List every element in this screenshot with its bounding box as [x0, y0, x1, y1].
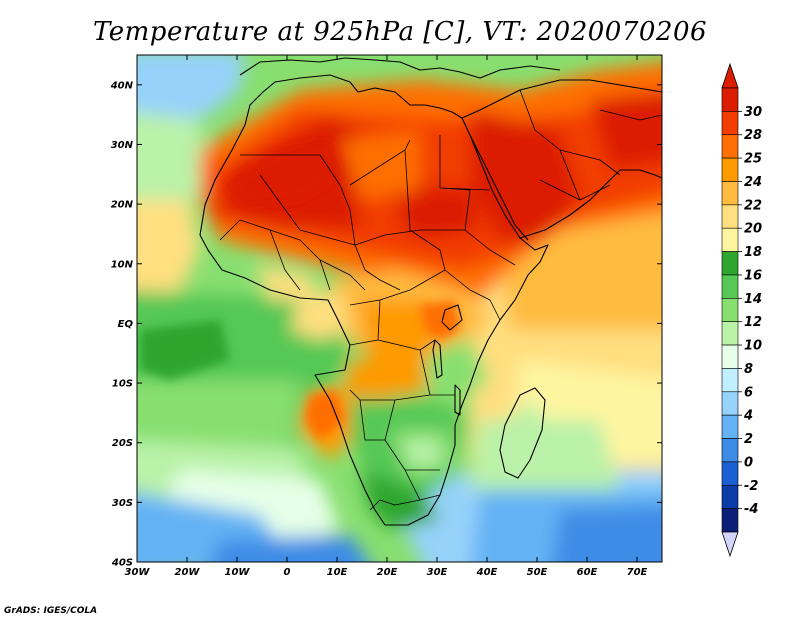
colorbar-swatch [721, 181, 739, 206]
map-frame [136, 54, 663, 563]
y-tick-label: 40S [111, 558, 133, 569]
x-tick-label: 50E [527, 567, 548, 578]
colorbar-label: 24 [744, 175, 762, 190]
colorbar-swatch [721, 227, 739, 252]
colorbar-label: 2 [744, 432, 753, 447]
colorbar-under-triangle [721, 531, 739, 558]
map-title: Temperature at 925hPa [C], VT: 202007020… [93, 17, 707, 47]
x-tick-label: 0 [284, 567, 291, 578]
x-tick-label: 30W [125, 567, 151, 578]
x-tick-label: 10W [225, 567, 251, 578]
lake-tanganyika [432, 339, 443, 379]
x-tick-label: 70E [627, 567, 648, 578]
colorbar-swatch [721, 251, 739, 276]
y-tick-label: 20N [111, 200, 134, 211]
y-tick-label: EQ [118, 319, 134, 330]
y-tick-label: 30S [112, 498, 133, 509]
colorbar-swatch [721, 134, 739, 159]
y-tick-label: 10N [111, 259, 134, 270]
colorbar-label: 25 [744, 152, 762, 167]
colorbar-swatch [721, 461, 739, 486]
red-sea-coast [469, 134, 529, 241]
colorbar-label: 14 [744, 292, 762, 307]
arabia-coastline [461, 79, 662, 239]
colorbar-label: 8 [744, 362, 753, 377]
colorbar-label: 28 [744, 128, 762, 143]
colorbar-swatch [721, 391, 739, 416]
colorbar-label: 22 [744, 198, 762, 213]
x-axis-ticks: 30W 20W 10W 0 10E 20E 30E 40E 50E 60E 70E [125, 55, 648, 578]
colorbar-swatch [721, 298, 739, 322]
colorbar-label: -2 [744, 479, 758, 494]
colorbar-label: -4 [744, 502, 758, 517]
iberia-coastline [239, 57, 346, 76]
med-north-coast [344, 57, 561, 79]
colorbar-label: 6 [744, 385, 753, 400]
colorbar-label: 18 [744, 245, 762, 260]
colorbar-swatch [721, 438, 739, 463]
colorbar-label: 20 [744, 222, 762, 237]
colorbar-swatch [721, 111, 739, 136]
colorbar-swatch [721, 321, 739, 346]
africa-coastline [199, 74, 549, 526]
colorbar-swatch [721, 414, 739, 439]
y-axis-ticks: 40N 30N 20N 10N EQ 10S 20S 30S 40S [110, 80, 662, 569]
colorbar-swatch [721, 274, 739, 299]
x-tick-label: 40E [476, 567, 498, 578]
colorbar-swatch [721, 344, 739, 369]
x-tick-label: 10E [327, 567, 348, 578]
y-tick-label: 40N [110, 80, 134, 91]
colorbar-swatch [721, 368, 739, 393]
country-borders [219, 89, 662, 511]
colorbar-label: 4 [743, 409, 753, 424]
credit-text: GrADS: IGES/COLA [4, 606, 97, 616]
x-tick-label: 20W [175, 567, 201, 578]
x-tick-label: 30E [427, 567, 448, 578]
colorbar-label: 30 [744, 105, 762, 120]
y-tick-label: 10S [112, 379, 133, 390]
y-tick-label: 20S [112, 438, 133, 449]
colorbar-label: 16 [744, 268, 762, 283]
coastlines [199, 57, 662, 526]
colorbar-swatch [721, 87, 739, 112]
madagascar-coastline [499, 387, 546, 479]
temperature-field [137, 55, 662, 562]
colorbar-label: 12 [744, 315, 762, 330]
y-tick-label: 30N [111, 140, 134, 151]
x-tick-label: 60E [577, 567, 598, 578]
lake-victoria [441, 304, 463, 331]
colorbar-swatch [721, 157, 739, 182]
x-tick-label: 20E [377, 567, 398, 578]
colorbar-label: 10 [744, 339, 762, 354]
lake-malawi [454, 384, 461, 416]
colorbar-label: 0 [744, 455, 753, 470]
colorbar-swatch [721, 204, 739, 229]
colorbar-over-triangle [721, 62, 739, 89]
colorbar-swatch [721, 508, 739, 533]
colorbar-swatch [721, 484, 739, 509]
